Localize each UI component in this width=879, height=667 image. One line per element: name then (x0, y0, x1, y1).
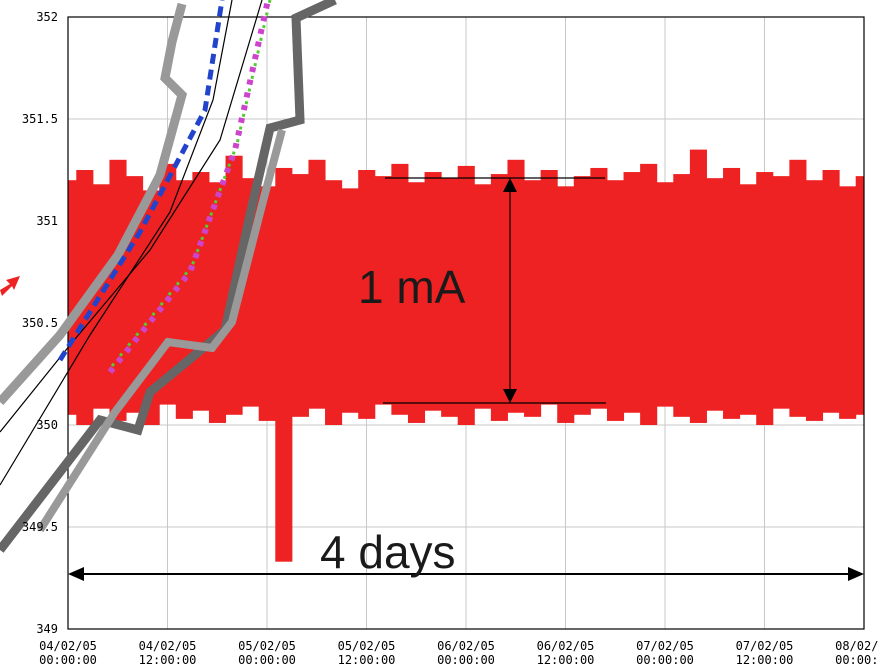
pipe (0, 0, 337, 553)
y-tick-label: 350 (36, 418, 58, 432)
band-segment (573, 176, 591, 415)
x-tick-label: 06/02/05 (537, 639, 595, 653)
pipe (0, 2, 188, 406)
band-segment (441, 178, 459, 417)
band-segment (391, 163, 409, 415)
annotation-lines (82, 177, 850, 575)
y-tick-label: 352 (36, 10, 58, 24)
x-tick-label: 07/02/05 (736, 639, 794, 653)
axes: 349349.5350350.5351351.535204/02/0500:00… (22, 10, 879, 667)
band-segment (756, 172, 774, 425)
band-segment (258, 186, 276, 421)
band-segment (68, 180, 77, 415)
band-segment (275, 167, 293, 562)
y-tick-label: 351 (36, 214, 58, 228)
band-segment (341, 188, 359, 413)
band-segment (822, 170, 840, 413)
band-segment (325, 180, 343, 425)
band-segment (723, 167, 741, 419)
annotation: 4 days (320, 526, 456, 578)
x-tick-label: 07/02/05 (636, 639, 694, 653)
x-tick-label: 05/02/05 (238, 639, 296, 653)
beam-path (57, 0, 225, 362)
arrowhead (68, 567, 84, 581)
band-segment (540, 170, 558, 405)
x-tick-label: 00:00:00 (636, 653, 694, 667)
band-segment (291, 174, 309, 417)
pipe (36, 128, 286, 533)
band-segment (175, 180, 193, 419)
band-segment (457, 165, 475, 426)
orbit (0, 0, 233, 486)
band-segment (606, 180, 625, 421)
band-segment (640, 163, 658, 425)
y-tick-label: 351.5 (22, 112, 58, 126)
orbit (0, 0, 263, 433)
x-tick-label: 06/02/05 (437, 639, 495, 653)
band-segment (739, 184, 757, 415)
y-tick-label: 349.5 (22, 520, 58, 534)
arrowhead (503, 178, 517, 192)
band-segment (789, 159, 807, 417)
ring-schematic (0, 0, 337, 553)
x-tick-label: 12:00:00 (139, 653, 197, 667)
x-tick-label: 05/02/05 (338, 639, 396, 653)
x-tick-label: 00:00:00 (39, 653, 97, 667)
x-tick-label: 12:00:00 (537, 653, 595, 667)
x-tick-label: 12:00:00 (338, 653, 396, 667)
band-segment (308, 159, 326, 409)
x-tick-label: 12:00:00 (736, 653, 794, 667)
band-segment (839, 186, 857, 419)
annotation: 1 mA (358, 261, 466, 313)
x-tick-label: 04/02/05 (139, 639, 197, 653)
band-segment (772, 176, 790, 409)
band-segment (474, 184, 492, 409)
band-segment (656, 182, 674, 407)
data-layer (68, 149, 865, 562)
x-tick-label: 04/02/05 (39, 639, 97, 653)
band-segment (706, 178, 724, 411)
band-segment (109, 159, 127, 421)
arrowhead (848, 567, 864, 581)
x-tick-label: 00:00:00 (835, 653, 879, 667)
band-segment (92, 184, 110, 409)
band-segment (208, 182, 227, 423)
band-segment (855, 176, 865, 415)
band-segment (490, 174, 508, 421)
band-segment (557, 186, 575, 423)
arrowhead (503, 389, 517, 403)
y-tick-label: 350.5 (22, 316, 58, 330)
band-segment (407, 182, 426, 423)
band-segment (524, 180, 542, 417)
band-segment (590, 167, 608, 409)
band-segment (805, 180, 824, 421)
x-tick-label: 00:00:00 (437, 653, 495, 667)
arrow (0, 276, 20, 296)
band-segment (673, 174, 691, 417)
band-segment (374, 176, 392, 405)
band-segment (623, 172, 641, 413)
x-tick-label: 00:00:00 (238, 653, 296, 667)
band-segment (689, 149, 707, 423)
band-segment (358, 170, 376, 419)
band-segment (192, 172, 210, 411)
band-segment (507, 159, 525, 413)
x-tick-label: 08/02/05 (835, 639, 879, 653)
y-tick-label: 349 (36, 622, 58, 636)
band-segment (424, 172, 442, 411)
